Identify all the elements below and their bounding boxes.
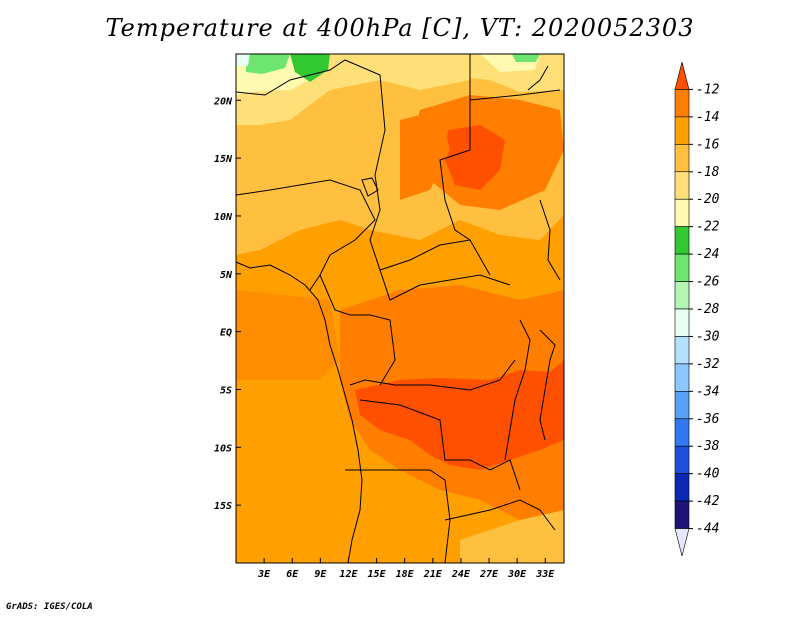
colorbar-label: -20 (696, 192, 720, 207)
field-sw-14 (236, 290, 340, 380)
field-north-24 (290, 54, 330, 82)
border-angola (345, 469, 451, 564)
colorbar-segment (674, 363, 690, 392)
colorbar-label: -18 (696, 165, 720, 180)
colorbar-label: -26 (696, 275, 720, 290)
colorbar-label: -30 (696, 329, 720, 344)
field-congo-12 (355, 360, 564, 470)
colorbar-segment (674, 445, 690, 474)
colorbar-label: -32 (696, 357, 720, 372)
colorbar-top-triangle (674, 61, 690, 90)
field-central-14 (400, 110, 450, 200)
colorbar-segment (674, 473, 690, 502)
field-east-12 (445, 125, 505, 190)
colorbar-label: -36 (696, 412, 720, 427)
x-tick-label: 24E (451, 569, 471, 580)
nile (527, 65, 549, 91)
border-car (379, 269, 511, 301)
field-south-18 (460, 510, 564, 563)
border-drc-south (359, 399, 521, 491)
colorbar-segment (674, 116, 690, 145)
colorbar-segment (674, 418, 690, 447)
map-frame (235, 53, 565, 564)
x-tick-label: 6E (286, 569, 299, 580)
colorbar-segment (674, 226, 690, 255)
border-ethiopia (539, 199, 561, 281)
x-tick-label: 12E (339, 569, 358, 580)
border-cameroon (319, 274, 396, 386)
colorbar-segment (674, 281, 690, 310)
y-tick-label: 20N (213, 96, 233, 107)
colorbar-label: -14 (696, 110, 719, 125)
colorbar-label: -34 (696, 384, 719, 399)
y-tick-label: 15N (214, 154, 233, 165)
colorbar-label: -28 (696, 302, 720, 317)
colorbar-segment (674, 89, 690, 118)
chart-title: Temperature at 400hPa [C], VT: 202005230… (105, 14, 695, 42)
colorbar-label: -40 (696, 467, 720, 482)
footer-credit: GrADS: IGES/COLA (6, 602, 93, 612)
colorbar-label: -44 (696, 522, 719, 537)
x-tick-label: 15E (368, 569, 387, 580)
y-axis: 20N 15N 10N 5N EQ 5S 10S 15S (213, 96, 241, 512)
country-borders (235, 54, 561, 564)
y-tick-label: 5S (220, 385, 232, 396)
border-nigeria (235, 179, 376, 291)
field-north-30 (236, 54, 250, 66)
x-tick-label: 27E (479, 569, 499, 580)
lake-east (539, 329, 556, 441)
colorbar-segment (674, 198, 690, 227)
colorbar-segment (674, 144, 690, 173)
colorbar-segment (674, 171, 690, 200)
colorbar-label: -12 (696, 82, 720, 97)
field-north-26 (246, 54, 290, 74)
colorbar-segment (674, 336, 690, 365)
colorbar-label: -42 (696, 494, 720, 509)
colorbar-label: -38 (696, 439, 720, 454)
border-niger-chad (235, 59, 386, 176)
great-lakes (504, 319, 531, 461)
x-tick-label: 9E (314, 569, 327, 580)
y-tick-label: EQ (220, 328, 232, 339)
colorbar: -12 -14 -16 -18 -20 -22 -24 -26 -28 -30 -32 -34 -36 -… (674, 61, 720, 557)
field-west-18 (236, 135, 280, 200)
x-tick-label: 18E (396, 569, 415, 580)
colorbar-segment (674, 391, 690, 420)
x-tick-label: 30E (507, 569, 527, 580)
temperature-field (236, 54, 564, 563)
x-tick-label: 3E (257, 569, 271, 580)
colorbar-label: -24 (696, 247, 719, 262)
border-congo-drc (349, 359, 516, 391)
colorbar-label: -16 (696, 137, 720, 152)
west-coast (235, 261, 363, 564)
field-north-26b (512, 54, 540, 62)
colorbar-segment (674, 500, 690, 529)
x-tick-label: 33E (535, 569, 555, 580)
border-zambia (444, 499, 556, 531)
border-sudan-east (469, 89, 561, 101)
x-tick-label: 21E (423, 569, 443, 580)
y-tick-label: 10N (214, 212, 233, 223)
colorbar-segment (674, 308, 690, 337)
lake-chad (361, 177, 379, 197)
colorbar-segment (674, 253, 690, 282)
colorbar-bottom-triangle (674, 528, 690, 557)
colorbar-label: -22 (696, 220, 720, 235)
y-tick-label: 5N (220, 270, 233, 281)
y-tick-label: 15S (214, 501, 232, 512)
x-axis: 3E 6E 9E 12E 15E 18E 21E 24E 27E 30E 33E (257, 558, 555, 580)
y-tick-label: 10S (214, 443, 232, 454)
